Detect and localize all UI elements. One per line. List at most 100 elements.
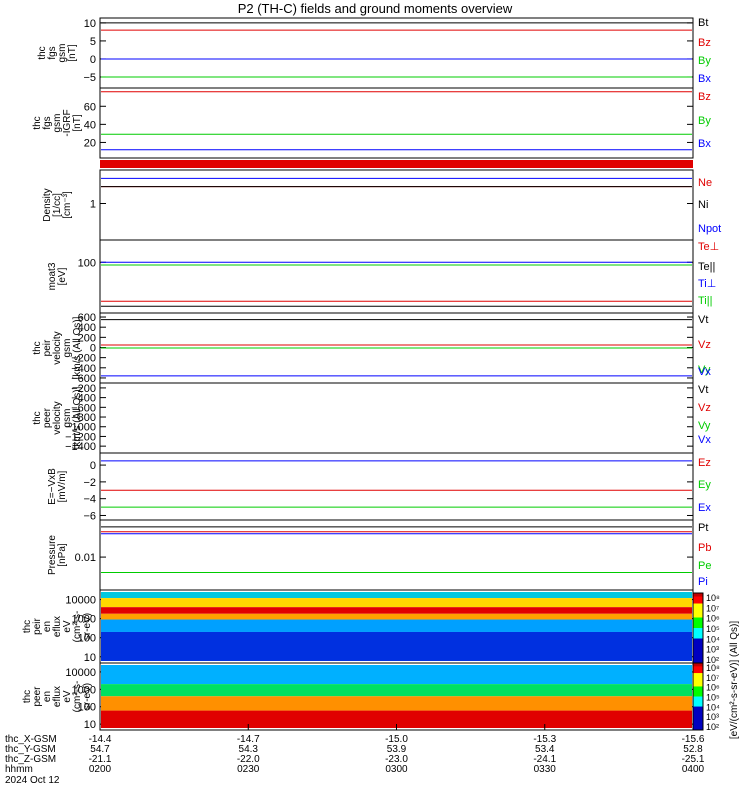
y-tick-label: −400 [71, 393, 96, 405]
colorbar-cell [693, 679, 703, 684]
legend-Te⊥: Te⊥ [698, 241, 719, 253]
panel-8-ylabel: peir [32, 617, 43, 634]
time-row-value: 54.7 [90, 744, 110, 755]
legend-By: By [698, 115, 711, 127]
panel-9-ylabel: en [42, 691, 53, 702]
colorbar-cell [693, 719, 703, 724]
legend-Vx: Vx [698, 366, 711, 378]
legend-Ni: Ni [698, 199, 708, 211]
date-label: 2024 Oct 12 [5, 775, 60, 786]
colorbar-cell [693, 600, 703, 604]
colorbar-cell [693, 683, 703, 687]
colorbar-tick: 10³ [706, 645, 719, 655]
panel-1-frame [99, 87, 694, 159]
time-row-value: -14.7 [237, 734, 260, 745]
panel-5-ylabel: peer [42, 407, 53, 428]
colorbar-tick: 10⁴ [706, 702, 720, 712]
y-tick-label: −1000 [65, 422, 96, 434]
y-tick-label: −4 [83, 494, 96, 506]
time-row-value: 0230 [237, 764, 260, 775]
colorbar-cell [693, 693, 703, 697]
legend-Vz: Vz [698, 402, 711, 414]
legend-Vt: Vt [698, 314, 708, 326]
colorbar-cell [693, 645, 703, 650]
panel-4-ylabel: [km/s (All Qs)] [72, 316, 83, 379]
legend-Pb: Pb [698, 542, 711, 554]
legend-Ne: Ne [698, 177, 712, 189]
colorbar-tick: 10⁵ [706, 693, 720, 703]
spectrogram-band [101, 619, 692, 632]
panel-2-frame [99, 169, 694, 241]
legend-Pi: Pi [698, 576, 708, 588]
y-tick-label: 100 [78, 702, 96, 714]
panel-8-ylabel: (cm²-s- [72, 611, 83, 643]
time-row-value: 0200 [89, 764, 112, 775]
spectrogram-band [101, 631, 692, 661]
y-tick-label: 100 [78, 633, 96, 645]
legend-Bx: Bx [698, 138, 711, 150]
time-row-value: -25.1 [682, 754, 705, 765]
y-tick-label: 1 [90, 198, 96, 210]
y-tick-label: 0 [90, 460, 96, 472]
y-tick-label: 0 [90, 342, 96, 354]
panel-3-frame [99, 239, 694, 314]
colorbar-cell [693, 696, 703, 701]
y-tick-label: −6 [83, 510, 96, 522]
time-row-value: -23.0 [385, 754, 408, 765]
legend-Vt: Vt [698, 384, 708, 396]
y-tick-label: 60 [84, 101, 96, 113]
spectrogram-band [101, 598, 692, 608]
colorbar-cell [693, 723, 703, 728]
time-row-value: 53.4 [535, 744, 555, 755]
y-tick-label: 0.01 [75, 552, 96, 564]
y-tick-label: −1200 [65, 431, 96, 443]
colorbar-tick: 10² [706, 722, 719, 732]
y-tick-label: −200 [71, 383, 96, 395]
colorbar-cell [693, 649, 703, 653]
colorbar-tick: 10⁶ [706, 614, 720, 624]
colorbar-cell [693, 610, 703, 615]
panel-6-ylabel: E=−VxB [47, 468, 58, 505]
colorbar-tick: 10² [706, 655, 719, 665]
colorbar-cell [693, 713, 703, 718]
legend-Bt: Bt [698, 17, 708, 29]
panel-5-ylabel: [km/s (All Qs)] [72, 386, 83, 449]
panel-3-ylabel: [eV] [57, 267, 68, 285]
time-row-label: thc_X-GSM [5, 734, 57, 745]
spectrogram-band [101, 613, 692, 620]
colorbar-cell [693, 659, 703, 664]
colorbar-tick: 10⁸ [706, 663, 720, 673]
colorbar-cell [693, 614, 703, 618]
y-tick-label: 10 [84, 652, 96, 664]
colorbar-cell [693, 686, 703, 691]
colorbar-cell [693, 617, 703, 622]
time-row-value: 0300 [385, 764, 408, 775]
panel-0-ylabel: gsm [57, 44, 68, 63]
legend-Pe: Pe [698, 560, 711, 572]
y-tick-label: −600 [71, 402, 96, 414]
colorbar-tick: 10⁷ [706, 673, 719, 683]
colorbar-1-frame [692, 662, 704, 731]
legend-By: By [698, 55, 711, 67]
time-row-label: hhmm [5, 764, 33, 775]
y-tick-label: 40 [84, 119, 96, 131]
colorbar-tick: 10⁸ [706, 593, 720, 603]
panel-7-ylabel: [nPa] [57, 543, 68, 567]
colorbar-cell [693, 652, 703, 657]
panel-8-ylabel: thc [22, 620, 33, 633]
panel-5-ylabel: gsm [62, 409, 73, 428]
time-row-value: -15.6 [682, 734, 705, 745]
panel-6-frame [99, 452, 694, 521]
y-tick-label: 10 [84, 18, 96, 30]
colorbar-cell [693, 709, 703, 714]
spectrogram-band [101, 684, 692, 697]
colorbar-cell [693, 663, 703, 667]
panel-1-ylabel: gsm [52, 114, 63, 133]
panel-1-ylabel: fgs [42, 116, 53, 129]
legend-Bz: Bz [698, 37, 711, 49]
colorbar-cell [693, 726, 703, 731]
spectrogram-band [101, 592, 692, 599]
colorbar-cell [693, 596, 703, 601]
panel-0-ylabel: [nT] [67, 44, 78, 61]
y-tick-label: −5 [83, 72, 96, 84]
